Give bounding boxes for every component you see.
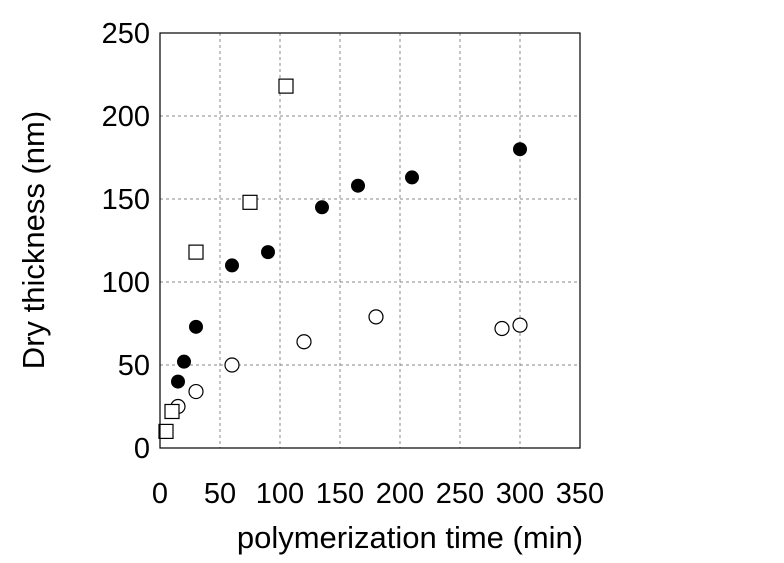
open-circle-point-3 [296,334,312,350]
x-tick-label-0: 0 [152,478,168,510]
data-points [158,78,528,439]
y-tick-label-4: 200 [102,101,150,133]
x-tick-labels: 0 50 100 150 200 250 300 350 [152,478,604,510]
x-tick-label-3: 150 [316,478,364,510]
open-square-point-0 [158,423,174,439]
x-tick-label-2: 100 [256,478,304,510]
filled-circle-point-0 [171,374,185,389]
x-tick-label-4: 200 [376,478,424,510]
open-square-point-2 [188,244,204,260]
x-tick-label-7: 350 [556,478,604,510]
open-square-point-3 [242,194,258,210]
x-tick-label-5: 250 [436,478,484,510]
open-square-point-1 [164,403,180,420]
open-circle-point-1 [188,383,204,400]
filled-circle-point-8 [513,142,527,157]
y-axis-label: Dry thickness (nm) [16,111,51,369]
y-tick-label-0: 0 [134,433,150,465]
x-tick-label-1: 50 [204,478,236,510]
y-tick-label-3: 150 [102,184,150,216]
y-tick-label-5: 250 [102,18,150,50]
y-tick-label-2: 100 [102,267,150,299]
filled-circle-point-5 [315,200,329,215]
filled-circle-point-2 [189,319,203,334]
filled-circle-point-7 [405,170,419,185]
open-circle-point-4 [368,309,384,325]
grid-lines [160,33,580,448]
x-tick-label-6: 300 [496,478,544,510]
y-tick-label-1: 50 [118,350,150,382]
open-circle-point-2 [224,357,240,373]
filled-circle-point-1 [177,354,191,369]
open-circle-point-5 [494,320,510,337]
x-axis-label: polymerization time (min) [237,520,583,555]
open-circle-point-6 [512,317,528,333]
filled-circle-point-3 [225,258,239,273]
filled-circle-point-6 [351,178,365,193]
filled-circle-point-4 [261,245,275,260]
plot-frame [159,32,581,449]
y-tick-labels: 0 50 100 150 200 250 [102,18,150,465]
open-square-point-4 [278,78,294,94]
